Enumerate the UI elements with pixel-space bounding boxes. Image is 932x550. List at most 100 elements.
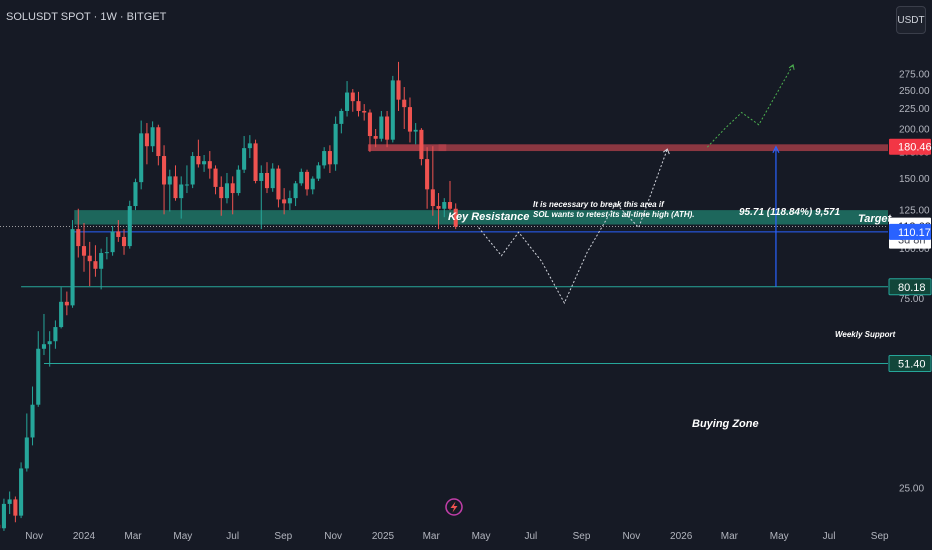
support-zone (74, 210, 888, 225)
x-tick-label: Jul (524, 531, 537, 542)
candle-body (219, 186, 224, 199)
candle-body (339, 110, 344, 124)
candle-body (19, 468, 24, 516)
candle-body (173, 176, 178, 199)
price-tag (888, 278, 932, 296)
candle-body (156, 127, 161, 157)
candle-body (367, 112, 372, 137)
y-tick-label: 125.00 (899, 206, 930, 217)
candle-body (213, 168, 218, 187)
candle-body (322, 151, 327, 166)
candle-body (179, 184, 184, 199)
candle-body (402, 99, 407, 108)
currency-button[interactable]: USDT (896, 6, 926, 34)
x-tick-label: Nov (622, 531, 640, 542)
candle-body (121, 236, 127, 247)
candle-body (116, 231, 121, 237)
candle-body (133, 182, 138, 207)
candle-body (70, 229, 75, 306)
candle-body (230, 183, 235, 194)
candle-body (64, 301, 69, 306)
price-tag (889, 223, 931, 240)
candle-body (413, 129, 418, 132)
candle-body (310, 178, 315, 190)
projection-arrowhead (662, 148, 670, 155)
candle-body (379, 116, 384, 139)
candle-body (162, 156, 167, 185)
candle-body (333, 123, 338, 165)
note-line-1: It is necessary to break this area if (533, 200, 665, 209)
x-tick-label: Jul (226, 531, 239, 542)
candle-body (24, 437, 29, 469)
candle-body (224, 183, 230, 199)
x-tick-label: 2026 (670, 531, 693, 542)
y-tick-label: 200.00 (899, 124, 930, 135)
candle-body (47, 341, 52, 345)
target-label: Target (858, 213, 893, 225)
candle-body (167, 176, 172, 185)
candle-body (270, 168, 275, 189)
candle-body (76, 229, 81, 247)
target-arrowhead (788, 63, 795, 70)
candle-body (356, 101, 361, 111)
candle-body (396, 80, 401, 100)
candle-body (373, 136, 378, 139)
projections (478, 63, 795, 305)
candle-body (53, 327, 58, 342)
x-tick-label: Sep (573, 531, 591, 542)
target-path (706, 64, 794, 148)
annotations: Key Resistance It is necessary to break t… (448, 200, 896, 430)
candle-body (41, 344, 47, 349)
candle-body (184, 184, 189, 186)
candle-body (242, 148, 247, 170)
time-axis[interactable]: Nov 2024 Mar May Jul Sep Nov 2025 Mar May Jul Sep No… (25, 531, 889, 542)
lightning-icon[interactable] (445, 498, 463, 516)
x-tick-label: May (173, 531, 192, 542)
projection-path (478, 148, 668, 305)
candle-body (127, 206, 132, 247)
candle-body (453, 208, 458, 227)
candle-body (36, 348, 41, 405)
weekly-support-label: Weekly Support (835, 330, 896, 339)
candle-body (236, 169, 241, 194)
candle-body (282, 199, 287, 204)
candle-body (419, 129, 424, 160)
y-tick-label: 25.00 (899, 484, 924, 495)
x-tick-label: May (770, 531, 789, 542)
x-tick-label: 2025 (372, 531, 395, 542)
candle-body (196, 156, 201, 165)
candles (0, 61, 458, 531)
y-tick-label: 275.00 (899, 70, 930, 81)
candle-body (299, 171, 304, 184)
candle-body (362, 110, 367, 113)
price-tag-value: 80.18 (898, 282, 926, 294)
candle-body (436, 206, 441, 209)
candle-body (407, 107, 413, 132)
y-tick-label: 225.00 (899, 104, 930, 115)
candle-body (190, 156, 195, 185)
resistance-zone (367, 144, 447, 152)
candle-body (276, 168, 281, 200)
candle-body (202, 161, 207, 165)
symbol-header: SOLUSDT SPOT · 1W · BITGET (6, 11, 167, 23)
x-tick-label: Sep (871, 531, 889, 542)
candle-body (87, 255, 92, 262)
price-tag-value: 51.40 (898, 359, 926, 371)
candle-body (59, 301, 64, 328)
candle-body (350, 92, 355, 102)
x-tick-label: Mar (423, 531, 441, 542)
candle-body (30, 404, 35, 438)
measure-arrowhead (772, 145, 780, 153)
y-tick-label: 100.00 (899, 244, 930, 255)
candle-body (81, 246, 87, 256)
candle-body (293, 183, 298, 199)
candle-body (390, 80, 395, 140)
candle-body (442, 202, 447, 209)
x-tick-label: Nov (324, 531, 342, 542)
candle-body (425, 159, 430, 190)
x-tick-label: Sep (274, 531, 292, 542)
candle-body (104, 252, 109, 254)
y-tick-label: 75.00 (899, 294, 924, 305)
